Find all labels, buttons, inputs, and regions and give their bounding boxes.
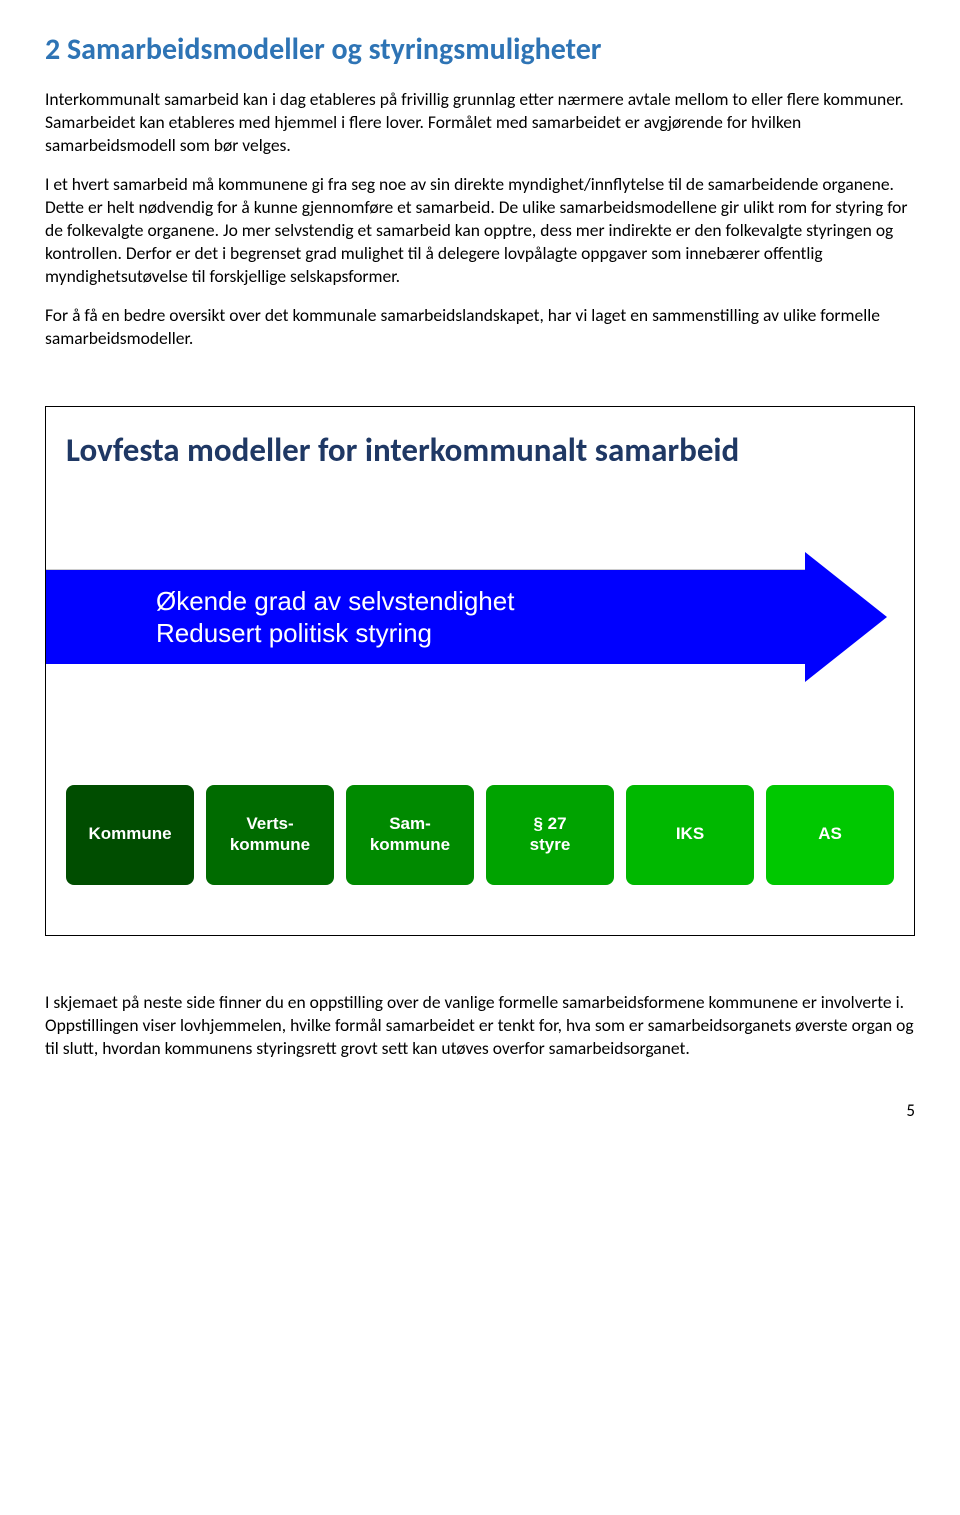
page-number: 5 xyxy=(45,1100,915,1122)
paragraph-3: For å få en bedre oversikt over det komm… xyxy=(45,304,915,350)
model-box-2: Sam-kommune xyxy=(346,785,474,885)
model-box-3: § 27styre xyxy=(486,785,614,885)
model-box-1: Verts-kommune xyxy=(206,785,334,885)
arrow-text-line1: Økende grad av selvstendighet xyxy=(156,585,806,618)
arrow-text-line2: Redusert politisk styring xyxy=(156,617,806,650)
diagram-title: Lovfesta modeller for interkommunalt sam… xyxy=(66,429,894,473)
paragraph-2: I et hvert samarbeid må kommunene gi fra… xyxy=(45,173,915,288)
model-box-4: IKS xyxy=(626,785,754,885)
paragraph-4: I skjemaet på neste side finner du en op… xyxy=(45,991,915,1060)
arrow-body: Økende grad av selvstendighet Redusert p… xyxy=(46,570,806,664)
arrow-head-icon xyxy=(805,552,887,682)
paragraph-1: Interkommunalt samarbeid kan i dag etabl… xyxy=(45,88,915,157)
model-boxes-row: KommuneVerts-kommuneSam-kommune§ 27styre… xyxy=(66,785,894,885)
section-heading: 2 Samarbeidsmodeller og styringsmulighet… xyxy=(45,30,915,70)
models-diagram: Lovfesta modeller for interkommunalt sam… xyxy=(45,406,915,936)
arrow-graphic: Økende grad av selvstendighet Redusert p… xyxy=(46,552,894,682)
model-box-0: Kommune xyxy=(66,785,194,885)
model-box-5: AS xyxy=(766,785,894,885)
